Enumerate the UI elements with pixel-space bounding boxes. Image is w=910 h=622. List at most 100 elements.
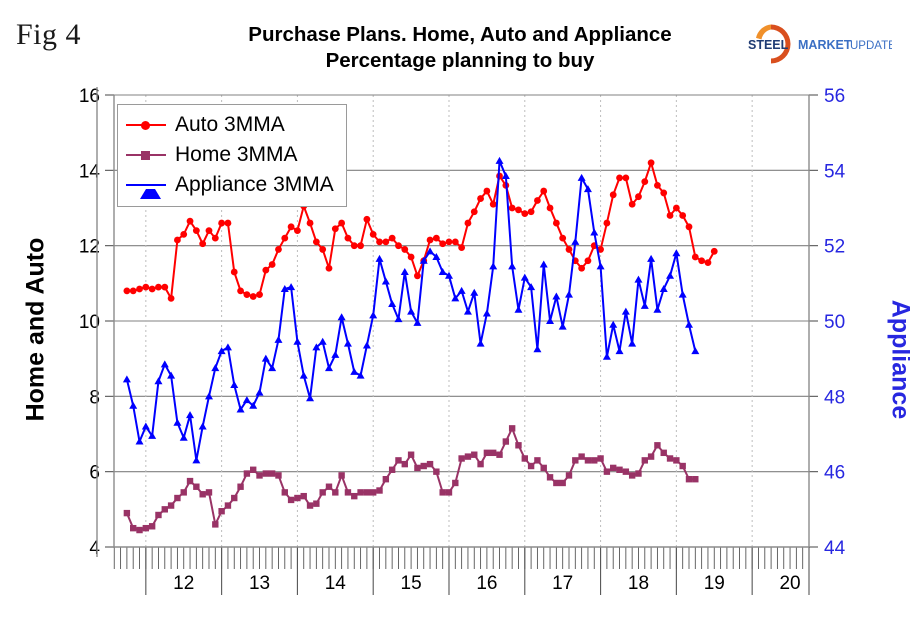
data-point: [218, 219, 226, 227]
series-line: [125, 427, 696, 532]
data-point: [698, 257, 706, 265]
data-point: [198, 422, 207, 430]
data-point: [142, 524, 150, 532]
data-point: [559, 234, 567, 242]
legend-item-auto[interactable]: Auto 3MMA: [126, 110, 334, 140]
data-point: [540, 187, 548, 195]
data-point: [666, 212, 674, 219]
data-point: [470, 208, 478, 216]
legend-label-home: Home 3MMA: [175, 143, 298, 166]
data-point: [381, 277, 390, 285]
data-point: [616, 174, 623, 182]
series-home-3mma: [123, 425, 699, 534]
data-point: [242, 396, 251, 404]
data-point: [344, 234, 352, 242]
data-point: [173, 418, 182, 426]
xtick-15: 15: [401, 573, 422, 594]
data-point: [141, 422, 150, 430]
data-point: [458, 455, 465, 462]
data-point: [167, 371, 176, 379]
data-point: [179, 433, 188, 441]
data-point: [514, 305, 523, 313]
chart-title-line1: Purchase Plans. Home, Auto and Appliance: [248, 23, 672, 46]
legend-item-home[interactable]: Home 3MMA: [126, 140, 334, 170]
data-point: [274, 335, 283, 343]
data-point: [407, 451, 415, 458]
data-point: [482, 309, 491, 317]
data-point: [148, 523, 156, 530]
data-point: [382, 476, 390, 483]
data-point: [609, 191, 617, 199]
data-point: [130, 524, 137, 532]
data-point: [250, 466, 257, 473]
data-point: [533, 345, 542, 353]
data-point: [692, 476, 699, 483]
data-point: [433, 468, 440, 475]
ytick-right-44: 44: [824, 538, 846, 559]
logo-word-steel: STEEL: [748, 38, 789, 52]
data-point: [155, 511, 162, 519]
data-point: [477, 460, 484, 468]
data-point: [622, 468, 630, 475]
data-point: [419, 256, 428, 264]
data-point: [489, 200, 497, 208]
xtick-19: 19: [704, 573, 725, 594]
data-point: [331, 225, 339, 233]
data-point: [660, 449, 667, 457]
legend-item-appliance[interactable]: Appliance 3MMA: [126, 170, 334, 200]
series-appliance-3mma: [122, 156, 700, 464]
ytick-left-16: 16: [79, 86, 100, 107]
data-point: [672, 204, 680, 212]
data-point: [161, 506, 168, 513]
data-point: [610, 464, 617, 472]
data-point: [691, 253, 699, 261]
data-point: [186, 217, 194, 225]
figure-label: Fig 4: [16, 18, 82, 51]
data-point: [647, 159, 655, 167]
data-point: [218, 508, 225, 515]
data-point: [463, 307, 472, 315]
data-point: [678, 290, 687, 298]
data-point: [654, 182, 661, 189]
data-point: [299, 371, 308, 379]
data-point: [477, 195, 484, 202]
data-point: [350, 242, 358, 250]
data-point: [212, 521, 219, 528]
data-point: [338, 219, 346, 227]
data-point: [603, 468, 611, 475]
data-point: [237, 287, 244, 295]
xtick-18: 18: [628, 573, 649, 594]
data-point: [546, 204, 554, 212]
data-point: [685, 476, 693, 483]
data-point: [331, 350, 340, 358]
data-point: [578, 453, 585, 460]
ytick-left-4: 4: [89, 538, 100, 559]
data-point: [356, 371, 365, 379]
data-point: [382, 238, 390, 246]
data-point: [306, 394, 315, 402]
data-point: [654, 442, 661, 449]
data-point: [256, 291, 263, 299]
data-point: [123, 287, 131, 295]
legend-marker-auto: [126, 118, 166, 132]
data-point: [452, 479, 459, 487]
data-point: [161, 283, 169, 291]
data-point: [136, 285, 143, 293]
chart-title-line2: Percentage planning to buy: [325, 49, 595, 72]
data-point: [205, 227, 213, 235]
data-point: [490, 449, 497, 457]
data-point: [275, 246, 282, 253]
data-point: [458, 244, 466, 251]
logo-word-market: MARKET: [798, 38, 852, 52]
data-point: [204, 392, 213, 400]
data-point: [432, 252, 441, 260]
data-point: [520, 273, 529, 281]
data-point: [634, 275, 643, 283]
data-point: [262, 470, 270, 477]
data-point: [496, 451, 503, 458]
axis-ticks: [105, 94, 818, 595]
chart-legend: Auto 3MMA Home 3MMA Appliance 3MMA: [117, 104, 347, 207]
ytick-right-54: 54: [824, 161, 846, 182]
